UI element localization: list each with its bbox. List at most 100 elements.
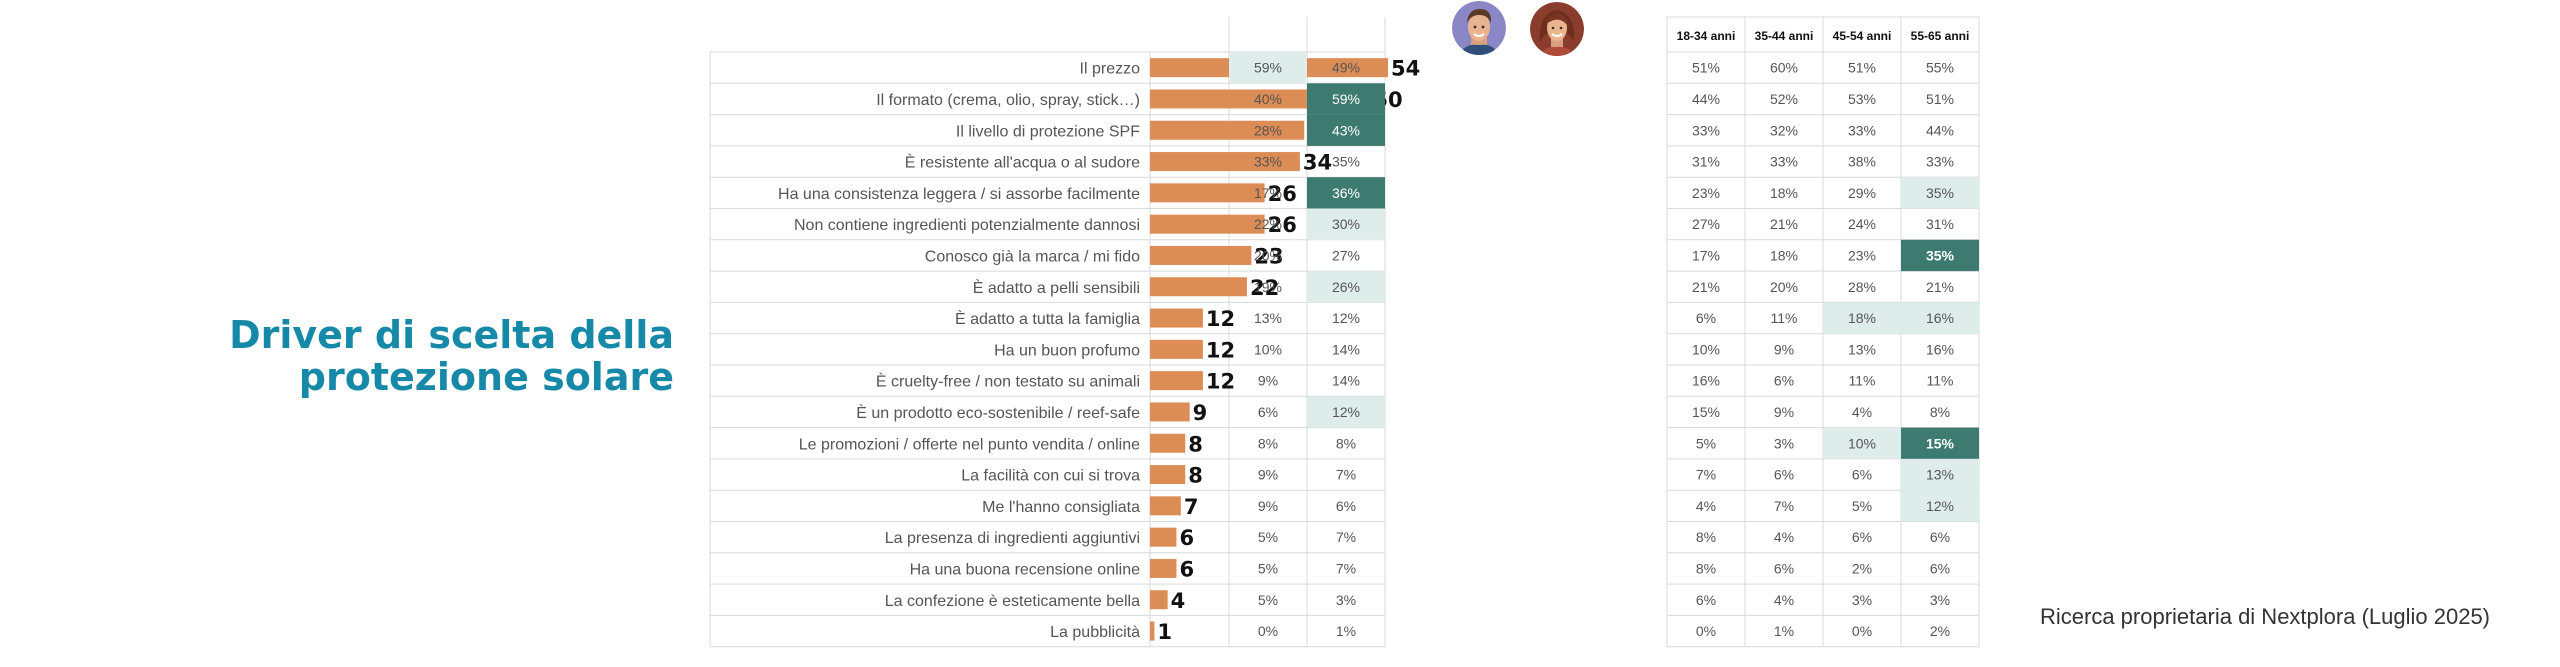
bar-value-label: 12 xyxy=(1206,307,1235,331)
bar-value-label: 12 xyxy=(1206,370,1235,394)
category-label: La confezione è esteticamente bella xyxy=(885,593,1140,610)
age-cell-highlight xyxy=(1901,458,1979,491)
age-value: 1% xyxy=(1774,623,1794,639)
bar-value-label: 8 xyxy=(1188,432,1203,456)
age-value: 35% xyxy=(1926,185,1954,201)
age-value: 4% xyxy=(1696,498,1716,514)
age-value: 33% xyxy=(1770,154,1798,170)
gender-value: 7% xyxy=(1336,467,1356,483)
gender-value: 9% xyxy=(1258,373,1278,389)
age-value: 5% xyxy=(1696,435,1716,451)
bar xyxy=(1150,183,1265,203)
category-label: La facilità con cui si trova xyxy=(961,468,1140,485)
age-value: 3% xyxy=(1774,435,1794,451)
bar xyxy=(1150,465,1186,485)
category-label: È adatto a pelli sensibili xyxy=(973,278,1140,297)
gender-value: 8% xyxy=(1336,435,1356,451)
category-label: Me l'hanno consigliata xyxy=(982,499,1140,516)
age-value: 6% xyxy=(1930,529,1950,545)
age-cell-highlight xyxy=(1901,427,1979,459)
gender-cell-highlight xyxy=(1229,52,1307,84)
bar xyxy=(1150,339,1203,359)
age-value: 16% xyxy=(1692,373,1720,389)
gender-value: 14% xyxy=(1332,341,1360,357)
gender-value: 49% xyxy=(1332,60,1360,76)
category-label: Le promozioni / offerte nel punto vendit… xyxy=(799,436,1140,453)
age-value: 11% xyxy=(1849,373,1876,389)
age-value: 24% xyxy=(1848,216,1876,232)
category-label: Il prezzo xyxy=(1080,61,1141,78)
gender-value: 7% xyxy=(1336,529,1356,545)
age-value: 2% xyxy=(1852,560,1872,576)
age-value: 17% xyxy=(1692,247,1720,263)
age-value: 33% xyxy=(1926,154,1954,170)
age-value: 4% xyxy=(1774,529,1794,545)
age-value: 15% xyxy=(1692,404,1720,420)
gender-cell-highlight xyxy=(1307,396,1385,428)
age-value: 51% xyxy=(1848,60,1876,76)
age-value: 10% xyxy=(1848,435,1876,451)
age-value: 52% xyxy=(1770,91,1798,107)
age-value: 6% xyxy=(1852,467,1872,483)
chart-title: Driver di scelta della protezione solare xyxy=(200,314,674,398)
age-value: 9% xyxy=(1774,341,1794,357)
chart-title-line-1: Driver di scelta della xyxy=(229,313,674,357)
gender-value: 5% xyxy=(1258,592,1278,608)
age-value: 32% xyxy=(1770,122,1798,138)
gender-value: 6% xyxy=(1336,498,1356,514)
category-label: La pubblicità xyxy=(1050,624,1140,641)
age-value: 51% xyxy=(1692,60,1720,76)
category-label: Non contiene ingredienti potenzialmente … xyxy=(794,217,1140,234)
gender-value: 35% xyxy=(1332,154,1360,170)
age-value: 7% xyxy=(1696,467,1716,483)
age-value: 44% xyxy=(1926,122,1954,138)
bar-value-label: 7 xyxy=(1184,495,1199,519)
bar-value-label: 34 xyxy=(1303,151,1332,175)
gender-value: 59% xyxy=(1332,91,1360,107)
age-value: 21% xyxy=(1692,279,1720,295)
bar xyxy=(1150,558,1177,578)
age-value: 8% xyxy=(1696,560,1716,576)
age-value: 51% xyxy=(1926,91,1954,107)
gender-value: 3% xyxy=(1336,592,1356,608)
bar-value-label: 54 xyxy=(1391,57,1420,81)
age-value: 35% xyxy=(1926,247,1955,263)
gender-cell-highlight xyxy=(1307,177,1385,209)
gender-value: 59% xyxy=(1254,60,1282,76)
age-value: 6% xyxy=(1774,467,1794,483)
age-value: 4% xyxy=(1852,404,1872,420)
age-header: 55-65 anni xyxy=(1911,29,1970,43)
category-label: Conosco già la marca / mi fido xyxy=(925,248,1140,265)
age-value: 18% xyxy=(1770,247,1798,263)
age-cell-highlight xyxy=(1823,427,1901,459)
gender-value: 30% xyxy=(1332,216,1360,232)
age-cell-highlight xyxy=(1901,239,1979,272)
age-value: 23% xyxy=(1848,247,1876,263)
age-value: 29% xyxy=(1848,185,1876,201)
gender-value: 36% xyxy=(1332,185,1360,201)
age-header: 45-54 anni xyxy=(1833,29,1892,43)
source-note: Ricerca proprietaria di Nextplora (Lugli… xyxy=(2040,604,2491,629)
bar xyxy=(1150,214,1265,234)
gender-value: 33% xyxy=(1254,154,1282,170)
age-value: 6% xyxy=(1696,310,1716,326)
bar xyxy=(1150,621,1155,641)
age-value: 5% xyxy=(1852,498,1872,514)
gender-cell-highlight xyxy=(1307,83,1385,115)
category-label: Il livello di protezione SPF xyxy=(956,123,1140,140)
bar-value-label: 9 xyxy=(1193,401,1208,425)
gender-cell-highlight xyxy=(1307,114,1385,146)
gender-table: 59% 49%40% 59%28% 43%33% 35%17% 36%22% 30%20% 2… xyxy=(1229,52,1385,639)
age-value: 2% xyxy=(1930,623,1950,639)
age-value: 16% xyxy=(1926,341,1954,357)
bar-value-label: 8 xyxy=(1188,464,1203,488)
age-value: 31% xyxy=(1692,154,1720,170)
age-value: 6% xyxy=(1930,560,1950,576)
age-value: 16% xyxy=(1926,310,1954,326)
category-label: È cruelty-free / non testato su animali xyxy=(876,372,1140,391)
chart-title-line-2: protezione solare xyxy=(298,355,674,399)
gender-value: 6% xyxy=(1258,404,1278,420)
age-value: 13% xyxy=(1848,341,1876,357)
gender-value: 9% xyxy=(1258,467,1278,483)
